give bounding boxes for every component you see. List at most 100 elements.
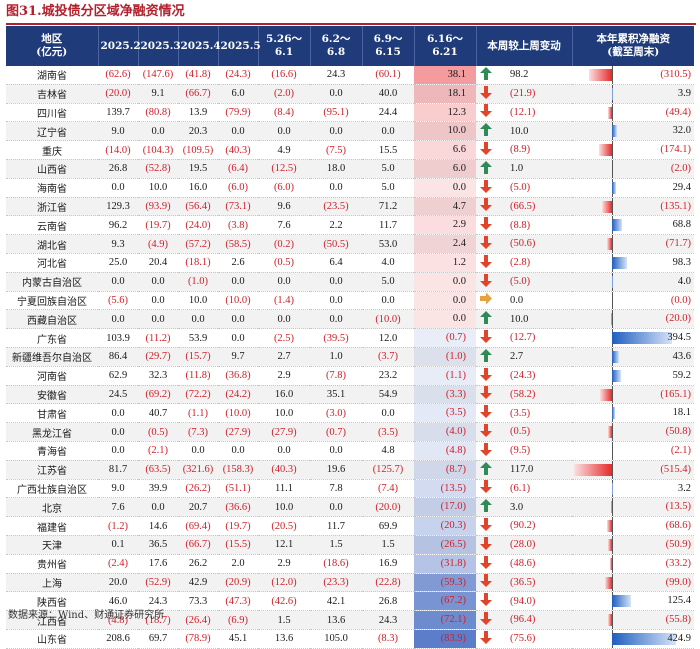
weekly-change-cell: (36.5) xyxy=(476,573,572,592)
value-cell: 10.0 xyxy=(258,404,310,423)
zero-axis xyxy=(612,611,613,629)
value-cell: (3.5) xyxy=(362,423,414,442)
ytd-cumulative-cell: (2.1) xyxy=(572,441,694,460)
value-cell: 0.0 xyxy=(138,291,178,310)
value-cell: (6.4) xyxy=(218,159,258,178)
weekly-net-financing-cell: (59.3) xyxy=(414,573,476,592)
weekly-change-cell: (6.1) xyxy=(476,479,572,498)
ytd-cumulative-cell: (0.0) xyxy=(572,291,694,310)
zero-axis xyxy=(612,66,613,84)
weekly-net-financing-cell: 12.3 xyxy=(414,103,476,122)
arrow-up-icon xyxy=(480,67,494,83)
ytd-bar xyxy=(612,332,672,344)
weekly-change-cell: 98.2 xyxy=(476,66,572,84)
region-label: 甘肃省 xyxy=(6,404,98,423)
value-cell: 16.0 xyxy=(258,385,310,404)
value-cell: 24.5 xyxy=(98,385,138,404)
value-cell: (1.0) xyxy=(178,272,218,291)
weekly-net-financing-cell: (20.3) xyxy=(414,517,476,536)
ytd-cumulative-cell: 424.9 xyxy=(572,629,694,648)
weekly-change-cell: (12.1) xyxy=(476,103,572,122)
column-header: 地区(亿元) xyxy=(6,26,98,66)
value-cell: 5.0 xyxy=(362,159,414,178)
heat-value: 4.7 xyxy=(414,198,476,216)
value-cell: 0.0 xyxy=(258,272,310,291)
ytd-cumulative-cell: 125.4 xyxy=(572,592,694,611)
ytd-bar xyxy=(612,370,621,382)
value-cell: 1.5 xyxy=(310,535,362,554)
value-cell: 26.8 xyxy=(362,592,414,611)
ytd-cumulative-cell: (68.6) xyxy=(572,517,694,536)
value-cell: (109.5) xyxy=(178,141,218,160)
ytd-cumulative-cell: (50.8) xyxy=(572,423,694,442)
change-value: (2.8) xyxy=(510,257,530,268)
value-cell: (2.5) xyxy=(258,329,310,348)
heat-value: (31.8) xyxy=(414,555,476,573)
column-header: 本年累积净融资(截至周末) xyxy=(572,26,694,66)
weekly-change-cell: (12.7) xyxy=(476,329,572,348)
weekly-net-financing-cell: (8.7) xyxy=(414,460,476,479)
zero-axis xyxy=(612,198,613,216)
weekly-change-cell: 3.0 xyxy=(476,498,572,517)
weekly-net-financing-cell: (26.5) xyxy=(414,535,476,554)
weekly-net-financing-cell: (1.0) xyxy=(414,347,476,366)
weekly-net-financing-cell: 0.0 xyxy=(414,310,476,329)
value-cell: (23.3) xyxy=(310,573,362,592)
value-cell: 96.2 xyxy=(98,216,138,235)
heat-value: 6.0 xyxy=(414,160,476,178)
weekly-change-cell: (3.5) xyxy=(476,404,572,423)
value-cell: 36.5 xyxy=(138,535,178,554)
value-cell: (40.3) xyxy=(258,460,310,479)
value-cell: 0.0 xyxy=(218,329,258,348)
zero-axis xyxy=(612,310,613,328)
weekly-change-cell: (5.0) xyxy=(476,178,572,197)
heat-value: 10.0 xyxy=(414,122,476,140)
ytd-value: 4.0 xyxy=(678,273,691,291)
value-cell: (1.1) xyxy=(178,404,218,423)
region-label: 黑龙江省 xyxy=(6,423,98,442)
value-cell: 0.0 xyxy=(178,441,218,460)
ytd-bar xyxy=(608,107,612,119)
ytd-value: (49.4) xyxy=(666,104,691,122)
zero-axis xyxy=(612,536,613,554)
value-cell: (66.7) xyxy=(178,535,218,554)
ytd-value: (55.8) xyxy=(666,611,691,629)
value-cell: 54.9 xyxy=(362,385,414,404)
region-label: 广东省 xyxy=(6,329,98,348)
weekly-net-financing-cell: (4.0) xyxy=(414,423,476,442)
value-cell: (7.5) xyxy=(310,141,362,160)
value-cell: (158.3) xyxy=(218,460,258,479)
value-cell: 0.0 xyxy=(310,272,362,291)
value-cell: 139.7 xyxy=(98,103,138,122)
value-cell: (47.3) xyxy=(218,592,258,611)
weekly-net-financing-cell: (67.2) xyxy=(414,592,476,611)
value-cell: 17.6 xyxy=(138,554,178,573)
value-cell: 20.3 xyxy=(178,122,218,141)
ytd-value: (2.1) xyxy=(671,442,691,460)
value-cell: 5.0 xyxy=(362,272,414,291)
heat-value: (26.5) xyxy=(414,536,476,554)
value-cell: 12.0 xyxy=(362,329,414,348)
ytd-value: (50.9) xyxy=(666,536,691,554)
value-cell: (3.8) xyxy=(218,216,258,235)
change-value: (24.3) xyxy=(510,370,535,381)
zero-axis xyxy=(612,517,613,535)
ytd-bar xyxy=(612,257,627,269)
arrow-down-icon xyxy=(480,104,494,120)
weekly-change-cell: (5.0) xyxy=(476,272,572,291)
value-cell: (10.0) xyxy=(362,310,414,329)
arrow-down-icon xyxy=(480,556,494,572)
weekly-net-financing-cell: (3.5) xyxy=(414,404,476,423)
ytd-value: (165.1) xyxy=(660,386,691,404)
change-value: (28.0) xyxy=(510,539,535,550)
value-cell: (62.6) xyxy=(98,66,138,84)
